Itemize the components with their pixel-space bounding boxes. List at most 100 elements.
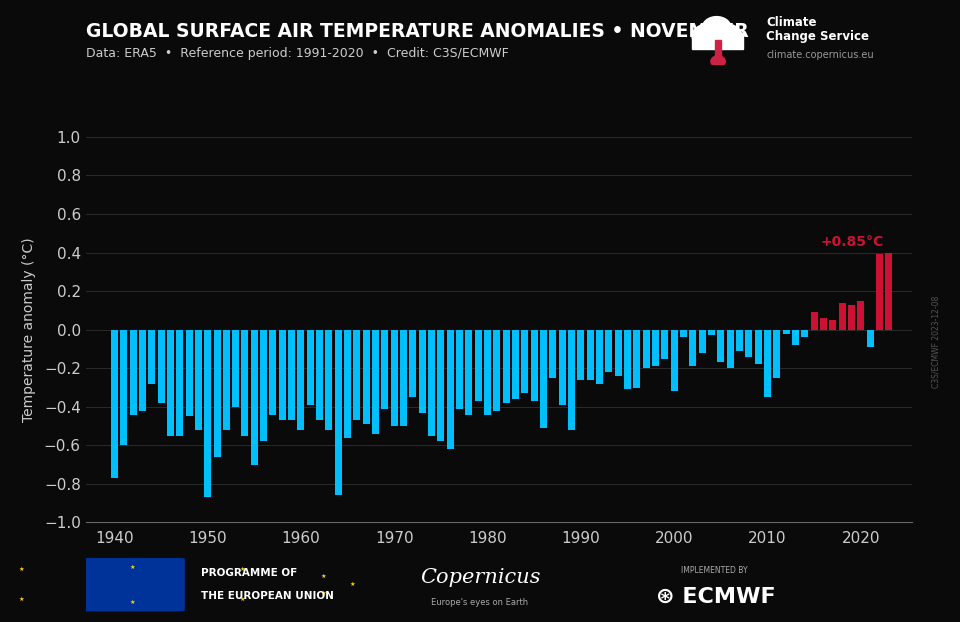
- Text: ★: ★: [320, 591, 325, 596]
- Text: C3S/ECMWF 2023-12-08: C3S/ECMWF 2023-12-08: [931, 296, 941, 388]
- Bar: [848, 305, 854, 330]
- Y-axis label: Temperature anomaly (°C): Temperature anomaly (°C): [21, 238, 36, 422]
- Bar: [288, 330, 295, 420]
- Bar: [820, 318, 827, 330]
- Circle shape: [692, 24, 724, 49]
- Bar: [157, 330, 164, 403]
- Text: THE EUROPEAN UNION: THE EUROPEAN UNION: [201, 591, 333, 601]
- Text: Europe's eyes on Earth: Europe's eyes on Earth: [431, 598, 529, 606]
- Bar: [298, 330, 304, 430]
- Bar: [764, 330, 771, 397]
- Circle shape: [710, 56, 726, 67]
- Bar: [614, 330, 622, 376]
- Bar: [344, 330, 351, 438]
- Bar: [671, 330, 678, 391]
- Text: ★: ★: [349, 582, 355, 587]
- Text: ★: ★: [130, 600, 134, 605]
- Bar: [195, 330, 202, 430]
- Bar: [531, 330, 538, 401]
- Bar: [634, 330, 640, 388]
- Text: +0.85°C: +0.85°C: [821, 234, 884, 249]
- Bar: [167, 330, 174, 435]
- Text: ⊛ ECMWF: ⊛ ECMWF: [657, 587, 776, 607]
- Bar: [419, 330, 425, 412]
- Text: ★: ★: [320, 573, 325, 578]
- Bar: [699, 330, 706, 353]
- Bar: [885, 253, 892, 330]
- Bar: [456, 330, 463, 409]
- Bar: [559, 330, 565, 405]
- Text: GLOBAL SURFACE AIR TEMPERATURE ANOMALIES • NOVEMBER: GLOBAL SURFACE AIR TEMPERATURE ANOMALIES…: [86, 22, 749, 41]
- Text: ★: ★: [19, 597, 25, 602]
- Bar: [316, 330, 324, 420]
- Bar: [727, 330, 733, 368]
- Bar: [680, 330, 687, 337]
- Bar: [717, 330, 724, 363]
- Bar: [400, 330, 407, 426]
- Bar: [381, 330, 389, 409]
- Text: ★: ★: [19, 567, 25, 572]
- Bar: [270, 330, 276, 414]
- Bar: [372, 330, 379, 434]
- Bar: [745, 330, 753, 356]
- Bar: [428, 330, 435, 435]
- Circle shape: [703, 17, 732, 39]
- Bar: [540, 330, 547, 428]
- Bar: [409, 330, 417, 397]
- Bar: [736, 330, 743, 351]
- Bar: [130, 330, 136, 414]
- Bar: [446, 330, 454, 449]
- Bar: [587, 330, 593, 380]
- Bar: [120, 330, 128, 445]
- Bar: [782, 330, 789, 333]
- Text: climate.copernicus.eu: climate.copernicus.eu: [766, 50, 874, 60]
- Bar: [689, 330, 696, 366]
- Bar: [512, 330, 519, 399]
- Text: Copernicus: Copernicus: [420, 568, 540, 587]
- Bar: [715, 40, 721, 63]
- Bar: [232, 330, 239, 407]
- Text: ★: ★: [239, 597, 245, 602]
- Bar: [521, 330, 528, 393]
- Text: PROGRAMME OF: PROGRAMME OF: [201, 569, 297, 578]
- Bar: [223, 330, 229, 430]
- Bar: [335, 330, 342, 496]
- Bar: [111, 330, 118, 478]
- Bar: [278, 330, 286, 420]
- Bar: [642, 330, 650, 368]
- Bar: [484, 330, 491, 414]
- FancyBboxPatch shape: [79, 558, 184, 611]
- Bar: [474, 330, 482, 401]
- Bar: [503, 330, 510, 403]
- Bar: [204, 330, 211, 498]
- Bar: [624, 330, 631, 389]
- Bar: [867, 330, 874, 347]
- Bar: [177, 330, 183, 435]
- Bar: [325, 330, 332, 430]
- Bar: [838, 303, 846, 330]
- Bar: [466, 330, 472, 414]
- Bar: [148, 330, 156, 384]
- Bar: [708, 330, 715, 335]
- Text: ★: ★: [239, 567, 245, 572]
- Bar: [307, 330, 314, 405]
- Bar: [549, 330, 557, 378]
- Bar: [185, 330, 193, 417]
- Bar: [438, 330, 444, 442]
- Bar: [139, 330, 146, 411]
- Bar: [652, 330, 659, 366]
- Text: Data: ERA5  •  Reference period: 1991-2020  •  Credit: C3S/ECMWF: Data: ERA5 • Reference period: 1991-2020…: [86, 47, 509, 60]
- Bar: [251, 330, 258, 465]
- Bar: [568, 330, 575, 430]
- Bar: [802, 330, 808, 337]
- Bar: [692, 33, 743, 49]
- Circle shape: [710, 24, 742, 49]
- Text: Change Service: Change Service: [766, 30, 869, 43]
- Bar: [755, 330, 761, 364]
- Bar: [606, 330, 612, 372]
- Bar: [792, 330, 799, 345]
- Bar: [577, 330, 585, 380]
- Bar: [242, 330, 249, 435]
- Bar: [363, 330, 370, 424]
- Bar: [353, 330, 360, 420]
